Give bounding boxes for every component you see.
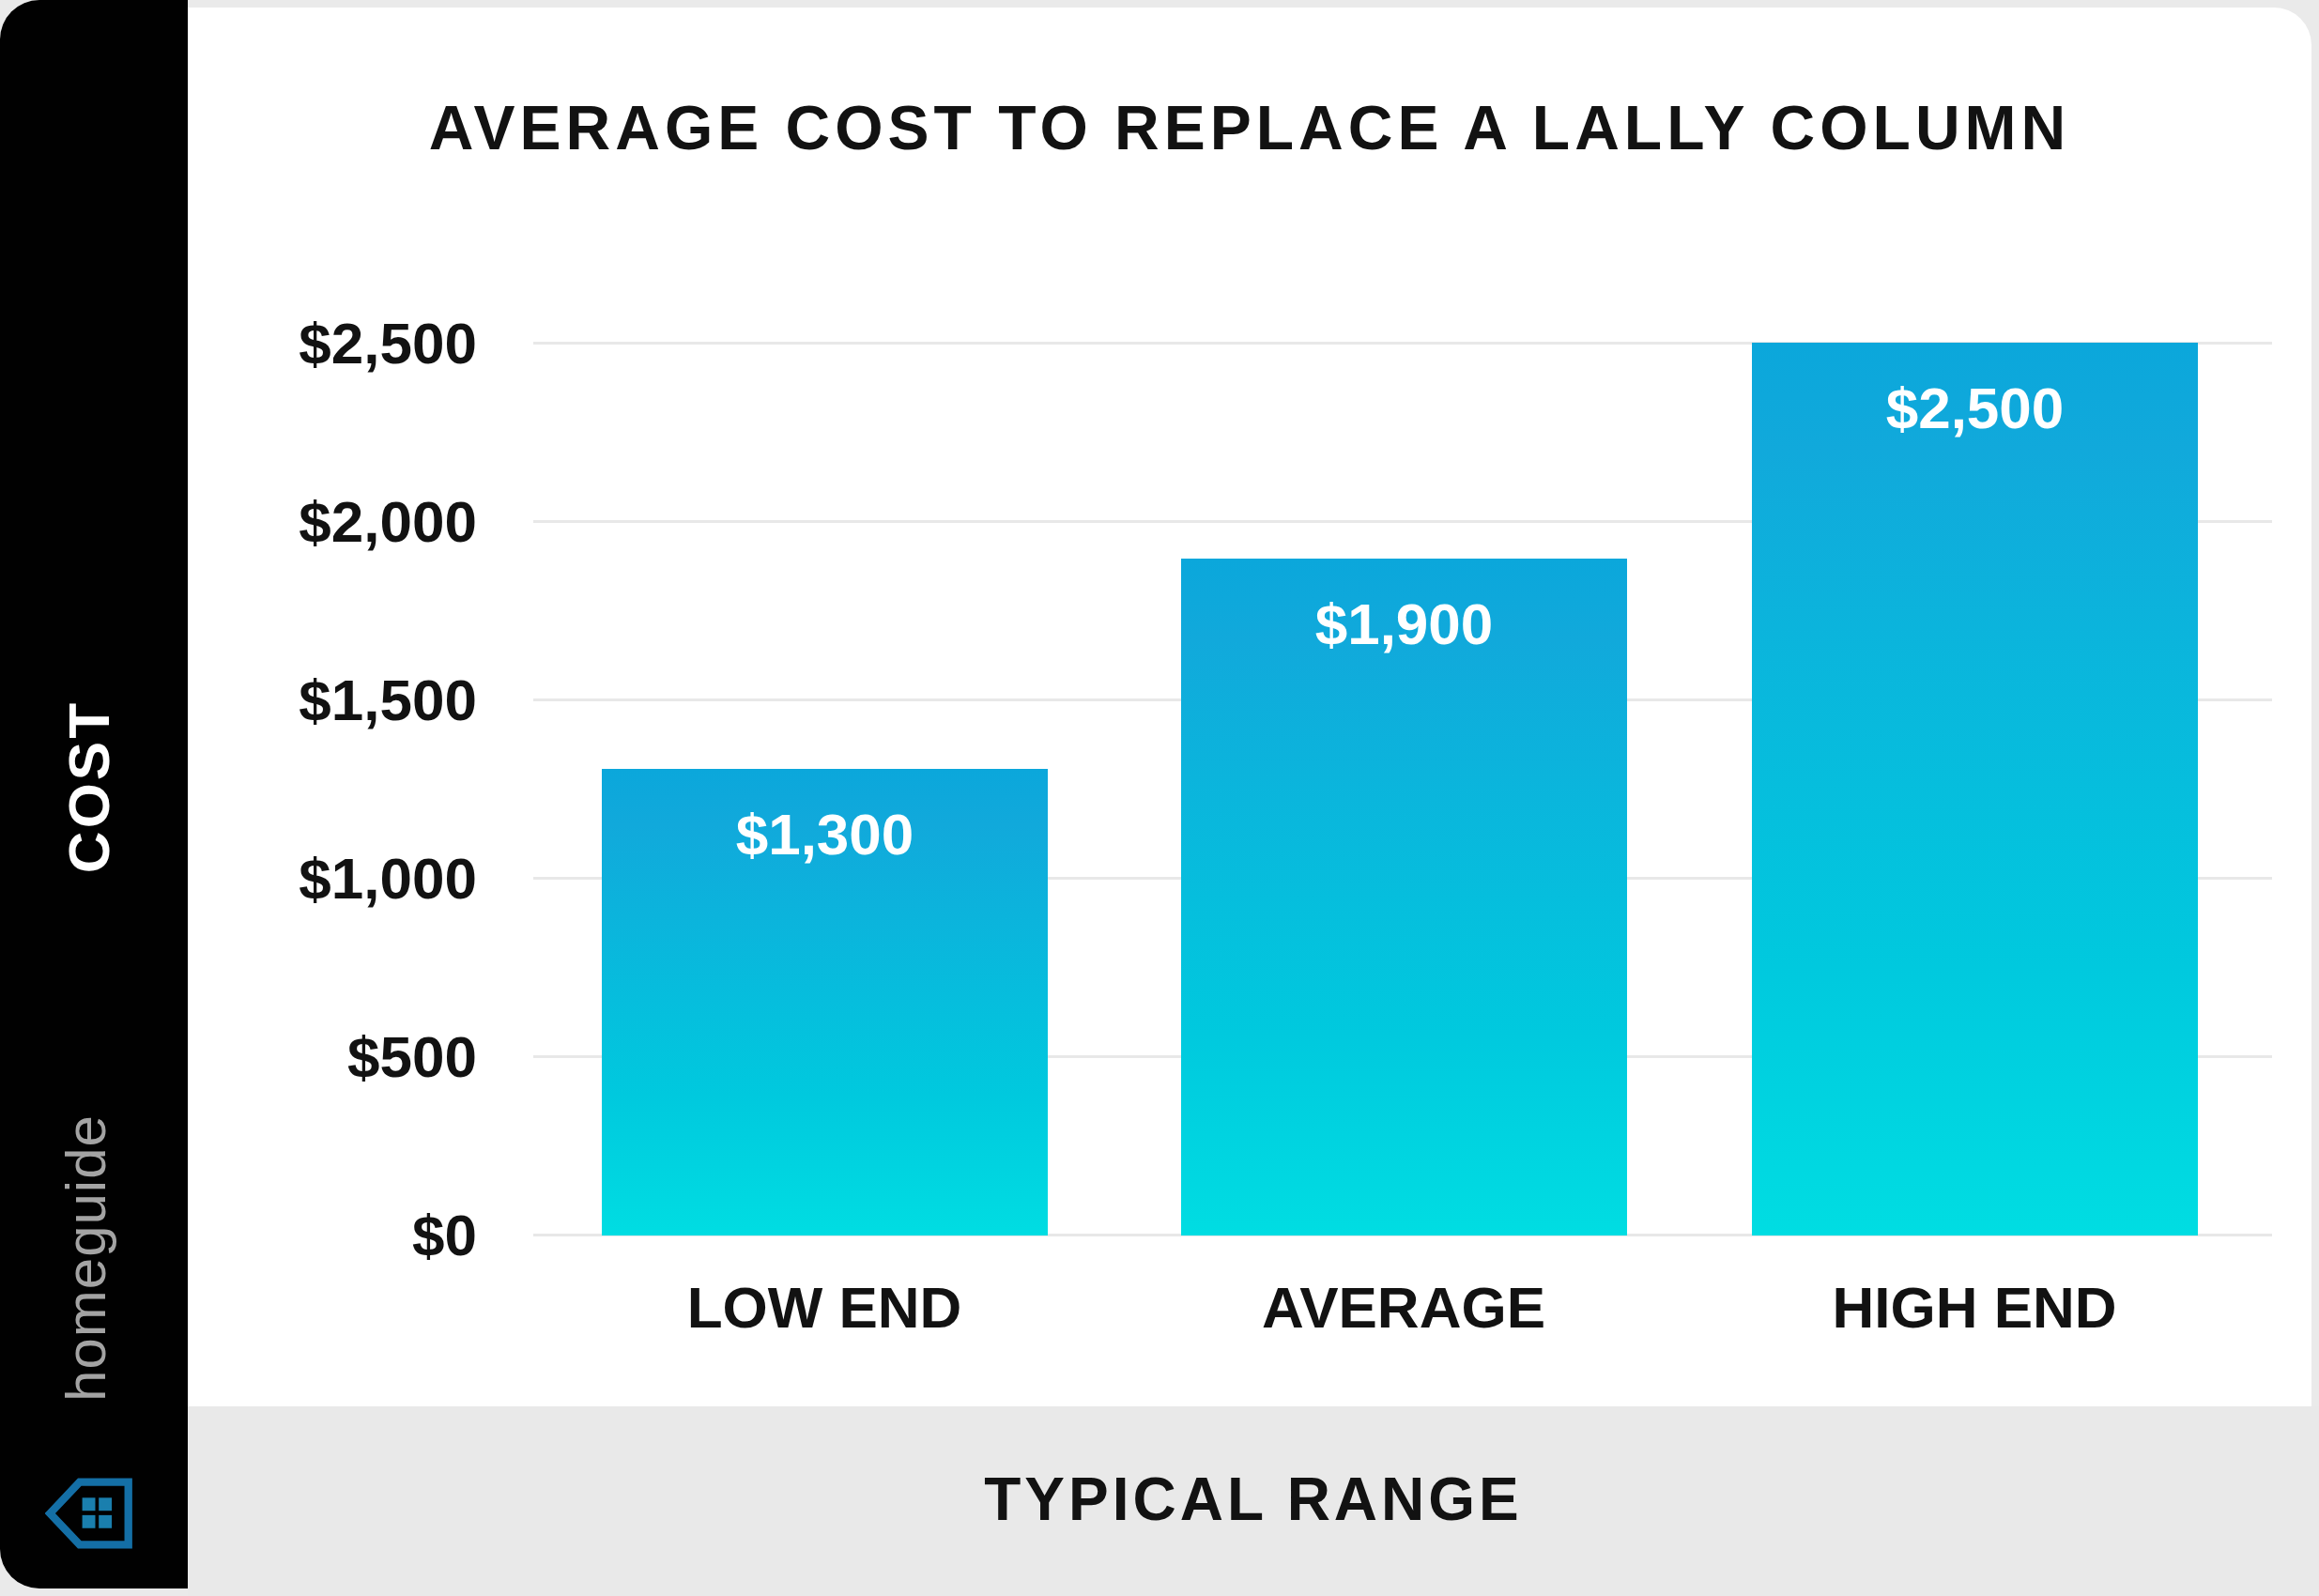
y-axis-title: COST xyxy=(58,599,120,974)
y-tick-500: $500 xyxy=(188,1023,477,1091)
bar-value-low-end: $1,300 xyxy=(602,805,1048,865)
footer-band: TYPICAL RANGE xyxy=(188,1406,2319,1596)
y-tick-1000: $1,000 xyxy=(188,845,477,913)
chart-title: AVERAGE COST TO REPLACE A LALLY COLUMN xyxy=(188,92,2311,163)
infographic-canvas: AVERAGE COST TO REPLACE A LALLY COLUMN $… xyxy=(0,0,2319,1596)
y-tick-2500: $2,500 xyxy=(188,310,477,377)
sidebar: COST homeguide xyxy=(0,0,188,1588)
x-label-average: AVERAGE xyxy=(1122,1275,1685,1341)
bar-average: $1,900 xyxy=(1181,559,1627,1235)
brand-wordmark: homeguide xyxy=(56,1061,116,1455)
x-axis-title: TYPICAL RANGE xyxy=(188,1465,2319,1534)
x-label-low-end: LOW END xyxy=(543,1275,1106,1341)
bar-value-high-end: $2,500 xyxy=(1752,378,2198,438)
x-label-high-end: HIGH END xyxy=(1693,1275,2256,1341)
y-tick-1500: $1,500 xyxy=(188,667,477,734)
bar-high-end: $2,500 xyxy=(1752,343,2198,1235)
bar-value-average: $1,900 xyxy=(1181,594,1627,654)
bar-low-end: $1,300 xyxy=(602,769,1048,1235)
y-tick-0: $0 xyxy=(188,1202,477,1269)
homeguide-house-icon xyxy=(45,1478,133,1549)
y-tick-2000: $2,000 xyxy=(188,488,477,556)
